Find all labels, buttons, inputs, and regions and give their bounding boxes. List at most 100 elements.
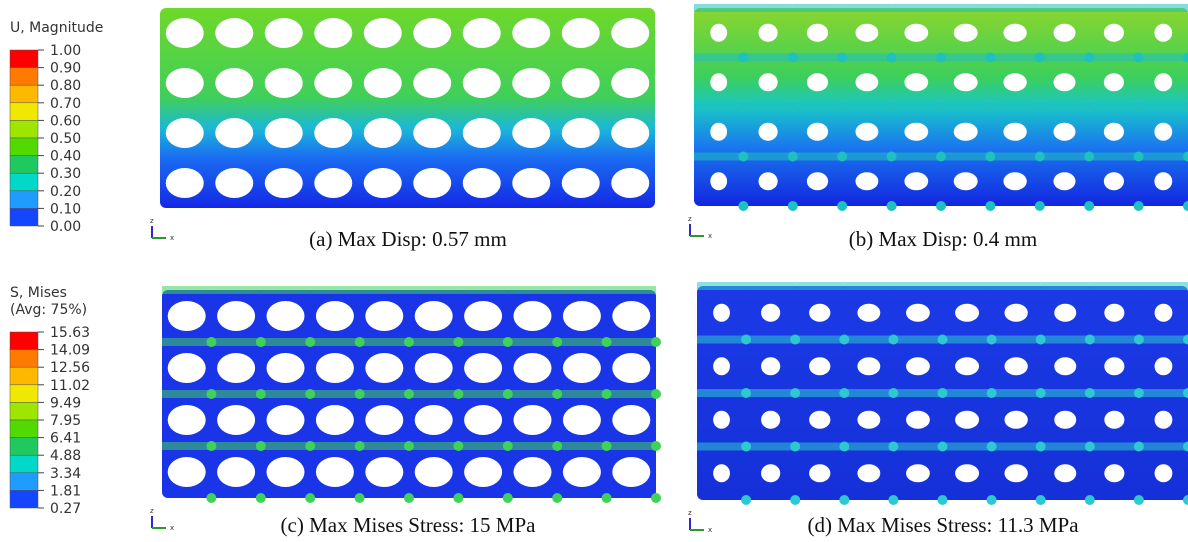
pore bbox=[1155, 357, 1173, 375]
strut bbox=[607, 286, 656, 294]
node bbox=[453, 493, 463, 503]
node bbox=[1134, 201, 1144, 211]
pore bbox=[1053, 24, 1075, 42]
strut bbox=[162, 390, 211, 398]
pore bbox=[1003, 24, 1026, 42]
pore bbox=[857, 357, 880, 375]
pore bbox=[809, 411, 830, 429]
pore bbox=[611, 68, 649, 98]
legend-label: 0.30 bbox=[50, 166, 81, 182]
strut bbox=[844, 443, 893, 451]
strut bbox=[607, 442, 656, 450]
node bbox=[888, 495, 898, 505]
strut bbox=[743, 153, 792, 161]
strut bbox=[842, 54, 891, 62]
legend-label: 0.00 bbox=[50, 219, 81, 235]
strut bbox=[694, 103, 743, 111]
pore bbox=[612, 353, 650, 383]
strut bbox=[943, 389, 992, 397]
strut bbox=[892, 54, 941, 62]
pore bbox=[1003, 172, 1026, 190]
legend-label: 9.49 bbox=[50, 395, 81, 411]
pore bbox=[612, 405, 650, 435]
strut bbox=[1089, 103, 1138, 111]
caption: (b) Max Disp: 0.4 mm bbox=[849, 227, 1037, 251]
strut bbox=[1040, 153, 1089, 161]
pore bbox=[954, 172, 978, 190]
pore bbox=[464, 405, 502, 435]
legend-label: 0.20 bbox=[50, 184, 81, 200]
pore bbox=[611, 18, 649, 48]
pore bbox=[563, 405, 601, 435]
pore bbox=[955, 304, 979, 322]
pore bbox=[713, 357, 730, 375]
legend-label: 0.10 bbox=[50, 201, 81, 217]
strut bbox=[743, 103, 792, 111]
strut bbox=[360, 442, 409, 450]
pore bbox=[1004, 357, 1027, 375]
legend-swatch bbox=[10, 438, 38, 456]
pore bbox=[215, 168, 253, 198]
figure: U, Magnitude1.000.900.800.700.600.500.40… bbox=[0, 0, 1188, 542]
strut bbox=[508, 286, 557, 294]
pore bbox=[514, 353, 552, 383]
pore bbox=[1004, 411, 1027, 429]
legend-swatch bbox=[10, 490, 38, 508]
pore bbox=[1154, 123, 1172, 141]
strut bbox=[941, 153, 990, 161]
strut bbox=[1089, 4, 1138, 12]
pore bbox=[166, 18, 204, 48]
pore bbox=[267, 301, 305, 331]
strut bbox=[893, 389, 942, 397]
legend-swatch bbox=[10, 208, 38, 226]
node bbox=[985, 201, 995, 211]
strut bbox=[1139, 4, 1188, 12]
pore bbox=[512, 18, 550, 48]
pore bbox=[761, 357, 780, 375]
pore bbox=[563, 353, 601, 383]
legend-swatch bbox=[10, 350, 38, 368]
pore bbox=[713, 411, 730, 429]
pore bbox=[1003, 73, 1026, 91]
pore bbox=[857, 464, 880, 482]
pore bbox=[413, 18, 451, 48]
strut bbox=[508, 390, 557, 398]
node bbox=[790, 495, 800, 505]
strut bbox=[842, 103, 891, 111]
pore bbox=[562, 168, 600, 198]
pore bbox=[463, 18, 501, 48]
legend-swatch bbox=[10, 68, 38, 86]
pore bbox=[217, 457, 255, 487]
pore bbox=[612, 301, 650, 331]
strut bbox=[795, 336, 844, 344]
strut bbox=[557, 442, 606, 450]
strut bbox=[746, 389, 795, 397]
pore bbox=[168, 353, 206, 383]
node bbox=[887, 201, 897, 211]
strut bbox=[793, 54, 842, 62]
node bbox=[741, 495, 751, 505]
strut bbox=[694, 4, 743, 12]
pore bbox=[761, 411, 780, 429]
legend-title: (Avg: 75%) bbox=[10, 302, 87, 318]
pore bbox=[168, 457, 206, 487]
strut bbox=[409, 442, 458, 450]
strut bbox=[261, 442, 310, 450]
pore bbox=[316, 405, 354, 435]
legend-label: 1.00 bbox=[50, 43, 81, 59]
pore bbox=[904, 123, 928, 141]
pore bbox=[215, 118, 253, 148]
pore bbox=[1053, 73, 1075, 91]
strut bbox=[211, 338, 260, 346]
legend-label: 11.02 bbox=[50, 378, 90, 394]
node bbox=[1134, 495, 1144, 505]
pore bbox=[364, 18, 402, 48]
pore bbox=[415, 405, 453, 435]
strut bbox=[893, 282, 942, 290]
legend-swatch bbox=[10, 332, 38, 350]
pore bbox=[713, 464, 730, 482]
strut bbox=[360, 286, 409, 294]
pore bbox=[1054, 411, 1076, 429]
legend-label: 0.90 bbox=[50, 61, 81, 77]
strut bbox=[1139, 153, 1188, 161]
